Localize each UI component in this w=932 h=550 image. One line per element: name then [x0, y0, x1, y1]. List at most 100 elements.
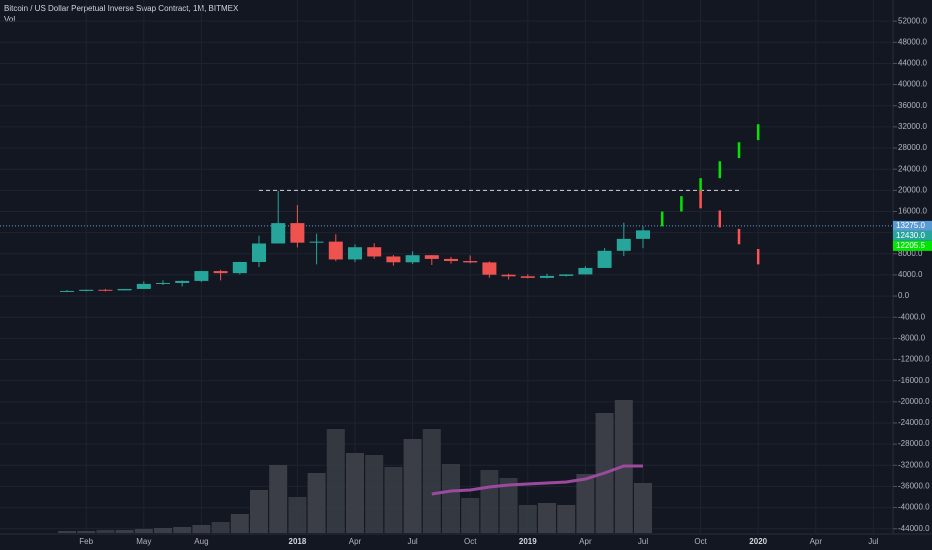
- y-tick-label: -44000.0: [898, 524, 930, 533]
- candle-body: [252, 243, 266, 262]
- candle-body: [578, 267, 593, 275]
- volume-bar: [192, 525, 211, 533]
- y-tick-label: -20000.0: [898, 397, 930, 406]
- x-tick-label: Feb: [79, 537, 93, 546]
- y-tick-label: -8000.0: [898, 333, 926, 342]
- y-tick-label: 4000.0: [898, 270, 923, 279]
- volume-bar: [134, 529, 153, 533]
- y-tick-label: -40000.0: [898, 503, 930, 512]
- y-tick-label: 0.0: [898, 291, 910, 300]
- volume-bar: [442, 464, 460, 533]
- volume-bar: [480, 470, 499, 533]
- candle-body: [501, 274, 516, 277]
- volume-ma-line: [431, 464, 643, 496]
- candle-body: [290, 223, 305, 243]
- volume-bar: [422, 429, 441, 533]
- x-tick-label: Apr: [579, 537, 592, 546]
- candle-body: [232, 261, 247, 274]
- volume-bar: [288, 497, 307, 533]
- candle-body: [98, 289, 113, 291]
- x-tick-label: Oct: [464, 537, 477, 546]
- volume-bar: [173, 527, 192, 533]
- volume-bar: [307, 473, 326, 533]
- volume-bar: [269, 465, 288, 533]
- x-tick-label: Jul: [638, 537, 648, 546]
- y-tick-label: -24000.0: [898, 418, 930, 427]
- price-tag: [893, 230, 932, 241]
- volume-bar: [518, 505, 537, 533]
- y-tick-label: -32000.0: [898, 460, 930, 469]
- candle-body: [328, 241, 343, 260]
- volume-bar: [365, 455, 384, 533]
- candle-body: [271, 223, 286, 244]
- volume-bar: [250, 490, 268, 533]
- candle-body: [348, 247, 362, 260]
- candle-body: [482, 262, 497, 275]
- y-tick-label: -28000.0: [898, 439, 930, 448]
- price-tag-label: 12430.0: [896, 231, 925, 240]
- volume-bar: [230, 514, 249, 533]
- candle-body: [540, 275, 554, 278]
- candle-body: [616, 238, 631, 251]
- y-tick-label: 44000.0: [898, 59, 927, 68]
- volume-bar: [96, 530, 115, 533]
- price-tag-label: 12205.5: [896, 241, 925, 250]
- y-tick-label: 16000.0: [898, 207, 927, 216]
- y-tick-label: 20000.0: [898, 185, 927, 194]
- y-tick-label: -36000.0: [898, 482, 930, 491]
- volume-bar: [576, 474, 595, 533]
- volume-bar: [403, 439, 422, 533]
- x-tick-label: Oct: [694, 537, 707, 546]
- volume-bar: [538, 503, 556, 533]
- y-tick-label: 8000.0: [898, 249, 923, 258]
- candle-body: [405, 255, 420, 263]
- candle-body: [520, 276, 535, 278]
- volume-bar: [499, 478, 518, 533]
- x-tick-label: 2020: [749, 537, 767, 546]
- chart-title: Bitcoin / US Dollar Perpetual Inverse Sw…: [4, 4, 239, 13]
- x-tick-label: Apr: [810, 537, 823, 546]
- volume-bar: [77, 531, 96, 533]
- candle-body: [194, 271, 209, 281]
- volume-bar: [384, 467, 403, 533]
- x-tick-label: Jul: [868, 537, 878, 546]
- volume-bar: [634, 483, 652, 533]
- x-tick-label: Jul: [407, 537, 417, 546]
- volume-bar: [557, 505, 576, 533]
- candle-body: [367, 247, 382, 257]
- volume-bar: [115, 530, 134, 533]
- candle-body: [213, 271, 228, 274]
- y-tick-label: 24000.0: [898, 164, 927, 173]
- volume-bar: [326, 429, 345, 533]
- y-tick-label: 48000.0: [898, 37, 927, 46]
- x-tick-label: 2018: [289, 537, 307, 546]
- y-tick-label: -12000.0: [898, 355, 930, 364]
- x-tick-label: 2019: [519, 537, 537, 546]
- volume-title: Vol: [4, 15, 15, 24]
- candle-body: [156, 282, 170, 284]
- volume-bar: [211, 522, 230, 533]
- volume-bar: [58, 531, 76, 533]
- candle-body: [309, 241, 324, 243]
- y-tick-label: 32000.0: [898, 122, 927, 131]
- y-tick-label: 52000.0: [898, 16, 927, 25]
- y-tick-label: -4000.0: [898, 312, 926, 321]
- candle-body: [463, 261, 478, 263]
- y-tick-label: -16000.0: [898, 376, 930, 385]
- candle-body: [79, 289, 94, 291]
- candle-body: [117, 288, 132, 291]
- volume-bar: [461, 498, 480, 533]
- y-tick-label: 28000.0: [898, 143, 927, 152]
- x-tick-label: Apr: [349, 537, 362, 546]
- candle-body: [175, 280, 190, 283]
- candle-body: [444, 258, 458, 262]
- candle-body: [386, 256, 401, 263]
- candle-body: [559, 274, 574, 276]
- x-tick-label: May: [136, 537, 151, 546]
- candle-body: [60, 290, 74, 292]
- candle-body: [636, 230, 650, 239]
- price-tag-label: 13275.0: [896, 221, 925, 230]
- x-tick-label: Aug: [194, 537, 208, 546]
- candle-body: [136, 283, 151, 289]
